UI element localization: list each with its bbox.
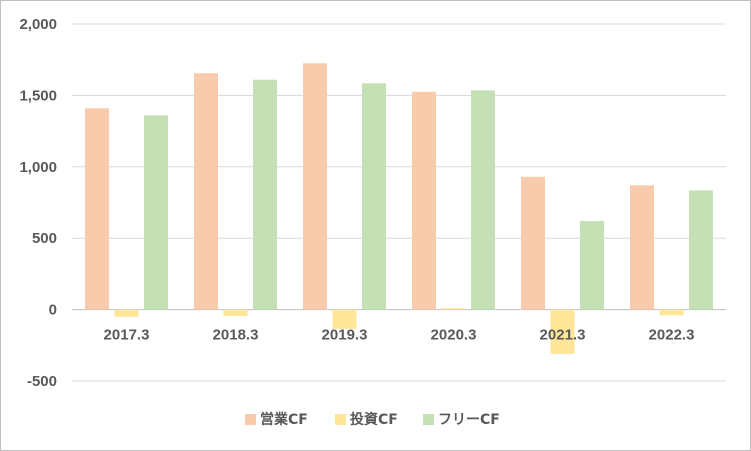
bar-investing-2017.3 xyxy=(114,309,139,317)
y-tick-label: 0 xyxy=(49,302,57,319)
bar-operating-2021.3 xyxy=(521,176,545,310)
x-tick-label: 2017.3 xyxy=(104,327,150,344)
legend-label: 投資CF xyxy=(350,411,398,428)
legend-swatch xyxy=(423,414,434,425)
y-tick-label: -500 xyxy=(27,373,57,390)
x-axis-ticks: 2017.3 2018.3 2019.3 2020.3 2021.3 2022.3 xyxy=(104,327,695,344)
bar-operating-2022.3 xyxy=(630,185,654,310)
y-axis-ticks: 2,000 1,500 1,000 500 0 -500 xyxy=(19,16,57,390)
y-tick-label: 500 xyxy=(32,230,57,247)
y-tick-label: 1,000 xyxy=(19,159,57,176)
bar-investing-2019.3 xyxy=(332,309,357,329)
bar-free-2022.3 xyxy=(689,190,713,310)
x-tick-label: 2020.3 xyxy=(431,327,477,344)
y-tick-label: 1,500 xyxy=(19,87,57,104)
bar-operating-2020.3 xyxy=(412,91,436,310)
bar-investing-2020.3 xyxy=(441,308,466,310)
bar-investing-2018.3 xyxy=(223,309,248,317)
bar-free-2020.3 xyxy=(471,90,495,310)
x-tick-label: 2021.3 xyxy=(540,327,586,344)
legend-label: フリーCF xyxy=(438,412,500,428)
bar-free-2019.3 xyxy=(362,83,386,310)
bar-free-2021.3 xyxy=(580,221,604,310)
legend-label: 営業CF xyxy=(260,411,308,428)
y-tick-label: 2,000 xyxy=(19,16,57,33)
legend-swatch xyxy=(335,414,346,425)
bar-operating-2017.3 xyxy=(85,108,109,310)
bars xyxy=(85,63,713,354)
bar-free-2017.3 xyxy=(144,115,168,310)
x-tick-label: 2018.3 xyxy=(213,327,259,344)
legend-swatch xyxy=(245,414,256,425)
bar-investing-2022.3 xyxy=(659,309,684,316)
legend: 営業CF 投資CF フリーCF xyxy=(245,411,500,428)
x-tick-label: 2019.3 xyxy=(322,327,368,344)
x-tick-label: 2022.3 xyxy=(649,327,695,344)
gridlines xyxy=(72,23,726,382)
bar-investing-2021.3 xyxy=(550,309,575,354)
bar-operating-2018.3 xyxy=(194,73,218,310)
bar-free-2018.3 xyxy=(253,79,277,310)
bar-operating-2019.3 xyxy=(303,63,327,310)
